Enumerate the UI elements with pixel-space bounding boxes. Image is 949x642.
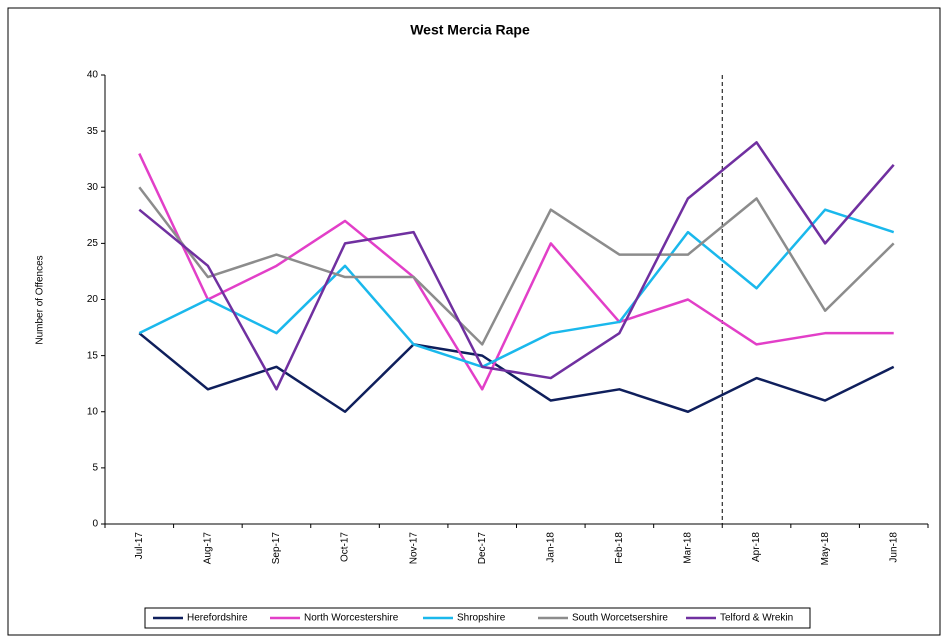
y-tick-label: 15 <box>87 350 99 361</box>
x-tick-label: Feb-18 <box>614 532 625 564</box>
legend-box <box>144 607 811 629</box>
line-series <box>138 141 895 391</box>
y-tick-label: 0 <box>92 519 98 530</box>
line-series <box>138 153 894 391</box>
legend-label: South Worcetsershire <box>572 613 668 624</box>
x-tick-label: Dec-17 <box>477 532 488 565</box>
x-tick-label: Aug-17 <box>203 532 214 565</box>
x-tick-label: Mar-18 <box>683 532 694 564</box>
line-series <box>138 208 895 369</box>
legend-label: Herefordshire <box>187 613 248 624</box>
x-tick-label: Sep-17 <box>271 532 282 565</box>
x-tick-label: Oct-17 <box>340 532 351 562</box>
y-tick-label: 40 <box>87 70 99 81</box>
legend: Herefordshire North Worcestershire Shropsh… <box>144 607 811 629</box>
legend-label: Shropshire <box>457 613 506 624</box>
x-tick-label: Jun-18 <box>888 532 899 563</box>
y-axis-title: Number of Offences <box>35 255 46 344</box>
chart-border <box>7 7 941 636</box>
legend-label: North Worcestershire <box>304 613 399 624</box>
y-tick-label: 30 <box>87 182 99 193</box>
y-tick-label: 25 <box>87 238 99 249</box>
y-tick-label: 10 <box>87 406 99 417</box>
x-tick-label: Jul-17 <box>134 532 145 560</box>
line-series <box>138 186 895 346</box>
x-tick-label: May-18 <box>820 532 831 566</box>
legend-label: Telford & Wrekin <box>720 613 793 624</box>
x-tick-label: Nov-17 <box>408 532 419 565</box>
y-tick-label: 20 <box>87 294 99 305</box>
x-tick-label: Jan-18 <box>545 532 556 563</box>
chart-title: West Mercia Rape <box>410 22 530 38</box>
y-tick-label: 5 <box>92 463 98 474</box>
x-tick-label: Apr-18 <box>751 532 762 562</box>
y-tick-label: 35 <box>87 126 99 137</box>
